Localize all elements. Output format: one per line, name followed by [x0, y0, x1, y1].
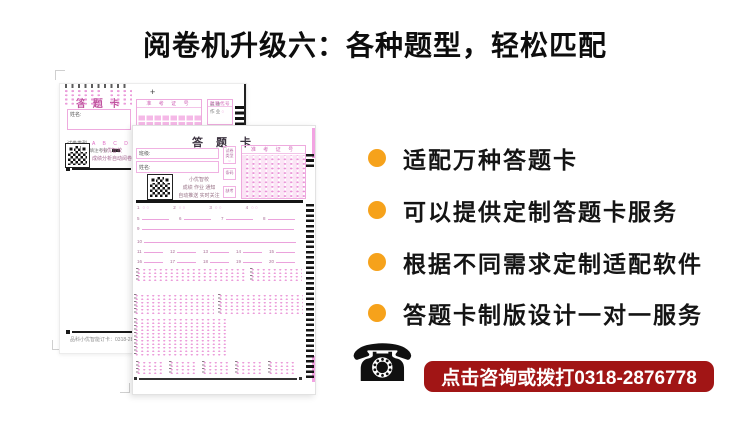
paper-type-options: A B C D — [92, 141, 131, 147]
orange-dot-icon — [368, 201, 386, 219]
answer-sheet-front: 答 题 卡 班级: 姓名: 试卷类型 条码 缺考 准 考 证 号 小优智校 成绩… — [132, 125, 316, 395]
qr-caption: 小优智校 成绩 作业 通知 自动推送 实时关注 — [178, 177, 220, 199]
sheet-footer-text: 品科小优智能订卡：0318-28 — [70, 337, 134, 343]
bubble-grid-block — [136, 268, 246, 282]
sheet-title: 答 题 卡 — [191, 137, 257, 149]
exam-number-grid: 准 考 证 号 — [136, 99, 202, 128]
orange-dot-icon — [368, 253, 386, 271]
feature-label: 答题卡制版设计一对一服务 — [403, 302, 703, 328]
bubble-grid-block — [136, 361, 162, 374]
feature-label: 适配万种答题卡 — [403, 147, 578, 173]
timing-marks — [235, 106, 244, 127]
bubble-grid-block — [63, 84, 132, 105]
exam-number-bubbles — [137, 109, 201, 127]
bubble-grid-block — [169, 361, 195, 374]
subject-code-box: 科目代号 成 绩 作 业 — [207, 99, 233, 125]
blank-row: 16 17 18 19 20 — [137, 259, 302, 264]
paper-type-box: 试卷类型 — [223, 146, 236, 164]
bubble-grid-block — [235, 361, 261, 374]
feature-bullet-row: 答题卡制版设计一对一服务 — [368, 299, 703, 328]
exam-number-header: 准 考 证 号 — [137, 100, 201, 108]
exam-number-grid: 准 考 证 号 — [241, 145, 306, 199]
timing-marks — [306, 204, 314, 378]
contact-banner-button[interactable]: 点击咨询或拨打0318-2876778 — [424, 361, 714, 392]
name-label: 姓名: — [70, 112, 82, 118]
bottom-line — [134, 377, 302, 380]
registration-mark: + — [150, 87, 156, 97]
true-false-question-row: 1234 — [137, 205, 258, 210]
separator-bar — [136, 200, 303, 203]
bubble-grid-block — [250, 268, 302, 282]
bubble-grid-block — [134, 318, 228, 356]
exam-number-header: 准 考 证 号 — [242, 146, 305, 154]
bubble-grid-block — [268, 361, 294, 374]
separator-bar — [66, 167, 131, 171]
feature-label: 可以提供定制答题卡服务 — [403, 199, 678, 225]
crop-mark — [52, 340, 62, 350]
separator-bar — [66, 330, 150, 334]
bubble-grid-block — [134, 294, 214, 314]
class-field: 班级: — [136, 148, 219, 159]
barcode-box: 条码 — [223, 168, 236, 180]
feature-bullet-row: 适配万种答题卡 — [368, 144, 578, 173]
orange-dot-icon — [368, 304, 386, 322]
qr-caption: 小优智校 成绩分析自动阅卷 — [91, 148, 132, 162]
crop-mark — [55, 70, 65, 80]
subject-code-header: 科目代号 — [208, 101, 232, 107]
crop-mark — [120, 383, 130, 393]
blank-row: 11 12 13 14 15 — [137, 249, 302, 254]
feature-bullet-row: 根据不同需求定制适配软件 — [368, 248, 703, 277]
name-field: 姓名: — [67, 109, 131, 130]
bubble-grid-block — [202, 361, 228, 374]
timing-marks — [306, 154, 314, 168]
telephone-icon: ☎ — [350, 334, 415, 394]
long-blank-rows: 9 10 — [137, 226, 296, 252]
feature-bullet-row: 可以提供定制答题卡服务 — [368, 196, 678, 225]
orange-dot-icon — [368, 149, 386, 167]
feature-label: 根据不同需求定制适配软件 — [403, 251, 703, 277]
qr-code-icon — [147, 174, 173, 200]
bubble-grid-block — [218, 294, 303, 314]
page-title: 阅卷机升级六：各种题型，轻松匹配 — [142, 30, 607, 61]
qr-code-icon — [65, 143, 90, 168]
edge-line — [244, 84, 246, 128]
name-field: 姓名: — [136, 161, 219, 173]
exam-number-bubbles — [242, 155, 305, 198]
pink-edge-strip — [312, 128, 315, 158]
absent-box: 缺考 — [223, 186, 236, 198]
